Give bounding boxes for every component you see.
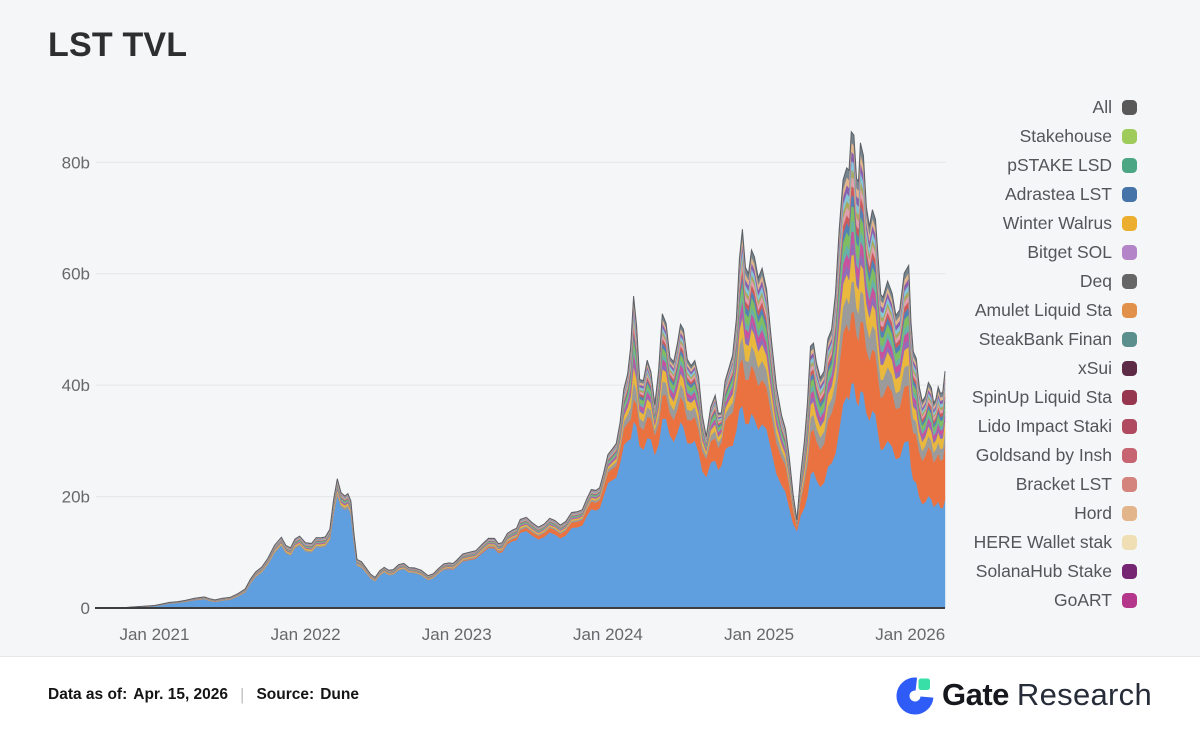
legend-swatch-icon[interactable] [1122,332,1137,347]
legend-item-pstake-lsd[interactable]: pSTAKE LSD [1007,151,1137,180]
legend-swatch-icon[interactable] [1122,419,1137,434]
legend-label: All [1092,97,1112,117]
svg-text:Jan 2021: Jan 2021 [119,625,189,644]
legend-label: Bracket LST [1015,474,1112,494]
legend-item-xsui[interactable]: xSui [1078,354,1137,383]
legend-item-deq[interactable]: Deq [1080,267,1137,296]
legend-swatch-icon[interactable] [1122,129,1137,144]
legend-item-solanahub-stake[interactable]: SolanaHub Stake [976,557,1137,586]
legend-swatch-icon[interactable] [1122,216,1137,231]
legend-label: Amulet Liquid Sta [974,300,1112,320]
source-value: Dune [320,685,359,703]
legend-label: GoART [1053,590,1112,610]
legend-item-stakehouse[interactable]: Stakehouse [1020,122,1137,151]
legend-label: pSTAKE LSD [1007,155,1112,175]
svg-text:Jan 2022: Jan 2022 [271,625,341,644]
svg-text:20b: 20b [62,488,90,507]
legend-label: Bitget SOL [1027,242,1112,262]
legend-item-goart[interactable]: GoART [1054,586,1137,615]
legend-item-all[interactable]: All [1093,93,1137,122]
legend-label: Adrastea LST [1005,184,1112,204]
legend-swatch-icon[interactable] [1122,303,1137,318]
legend-label: Deq [1079,271,1112,291]
footer-bar: Data as of: Apr. 15, 2026 | Source: Dune… [0,656,1200,732]
legend-swatch-icon[interactable] [1122,564,1137,579]
data-as-of-label: Data as of: [48,685,128,703]
svg-text:0: 0 [81,599,90,618]
svg-text:60b: 60b [62,265,90,284]
svg-text:Jan 2025: Jan 2025 [724,625,794,644]
legend-item-goldsand-by-insh[interactable]: Goldsand by Insh [976,441,1137,470]
legend-swatch-icon[interactable] [1122,274,1137,289]
legend-label: Hord [1074,503,1112,523]
svg-text:Jan 2026: Jan 2026 [875,625,945,644]
svg-text:80b: 80b [62,153,90,172]
brand-name-light: Research [1016,676,1152,712]
legend-item-bracket-lst[interactable]: Bracket LST [1016,470,1137,499]
legend-item-lido-impact-staki[interactable]: Lido Impact Staki [978,412,1137,441]
page-title: LST TVL [48,26,188,64]
legend-swatch-icon[interactable] [1122,506,1137,521]
legend-swatch-icon[interactable] [1122,158,1137,173]
legend-label: Lido Impact Staki [977,416,1112,436]
legend-item-winter-walrus[interactable]: Winter Walrus [1003,209,1137,238]
legend-label: xSui [1077,358,1112,378]
legend-item-spinup-liquid-sta[interactable]: SpinUp Liquid Sta [972,383,1137,412]
legend-swatch-icon[interactable] [1122,361,1137,376]
legend-swatch-icon[interactable] [1122,477,1137,492]
legend-swatch-icon[interactable] [1122,100,1137,115]
legend-label: Goldsand by Insh [975,445,1112,465]
legend-swatch-icon[interactable] [1122,593,1137,608]
legend-item-steakbank-finan[interactable]: SteakBank Finan [979,325,1137,354]
source-label: Source: [256,685,315,703]
legend-item-amulet-liquid-sta[interactable]: Amulet Liquid Sta [975,296,1137,325]
legend-label: SpinUp Liquid Sta [971,387,1112,407]
legend-item-bitget-sol[interactable]: Bitget SOL [1027,238,1137,267]
legend-label: Stakehouse [1019,126,1112,146]
svg-text:40b: 40b [62,376,90,395]
footer-meta: Data as of: Apr. 15, 2026 | Source: Dune [48,685,359,705]
legend-item-hord[interactable]: Hord [1074,499,1137,528]
brand-name-bold: Gate [942,676,1009,712]
legend-swatch-icon[interactable] [1122,448,1137,463]
legend-swatch-icon[interactable] [1122,245,1137,260]
legend-swatch-icon[interactable] [1122,535,1137,550]
footer-separator: | [240,684,245,704]
gate-research-logo: Gate Research [895,675,1152,715]
data-as-of-value: Apr. 15, 2026 [133,685,229,703]
gate-logo-icon [896,677,934,714]
lst-tvl-stacked-area-chart[interactable]: 0 20b 40b 60b 80b Jan 2021 Jan 2022 Jan 2023 Jan… [0,0,1200,660]
legend-label: Winter Walrus [1002,213,1112,233]
svg-text:Jan 2023: Jan 2023 [422,625,492,644]
legend-label: HERE Wallet stak [973,532,1112,552]
legend-swatch-icon[interactable] [1122,187,1137,202]
svg-text:Jan 2024: Jan 2024 [573,625,643,644]
legend-swatch-icon[interactable] [1122,390,1137,405]
legend-label: SteakBank Finan [978,329,1112,349]
legend-label: SolanaHub Stake [975,561,1112,581]
chart-legend: All Stakehouse pSTAKE LSD Adrastea LST Winte… [972,93,1137,615]
legend-item-adrastea-lst[interactable]: Adrastea LST [1005,180,1137,209]
legend-item-here-wallet-stak[interactable]: HERE Wallet stak [974,528,1137,557]
